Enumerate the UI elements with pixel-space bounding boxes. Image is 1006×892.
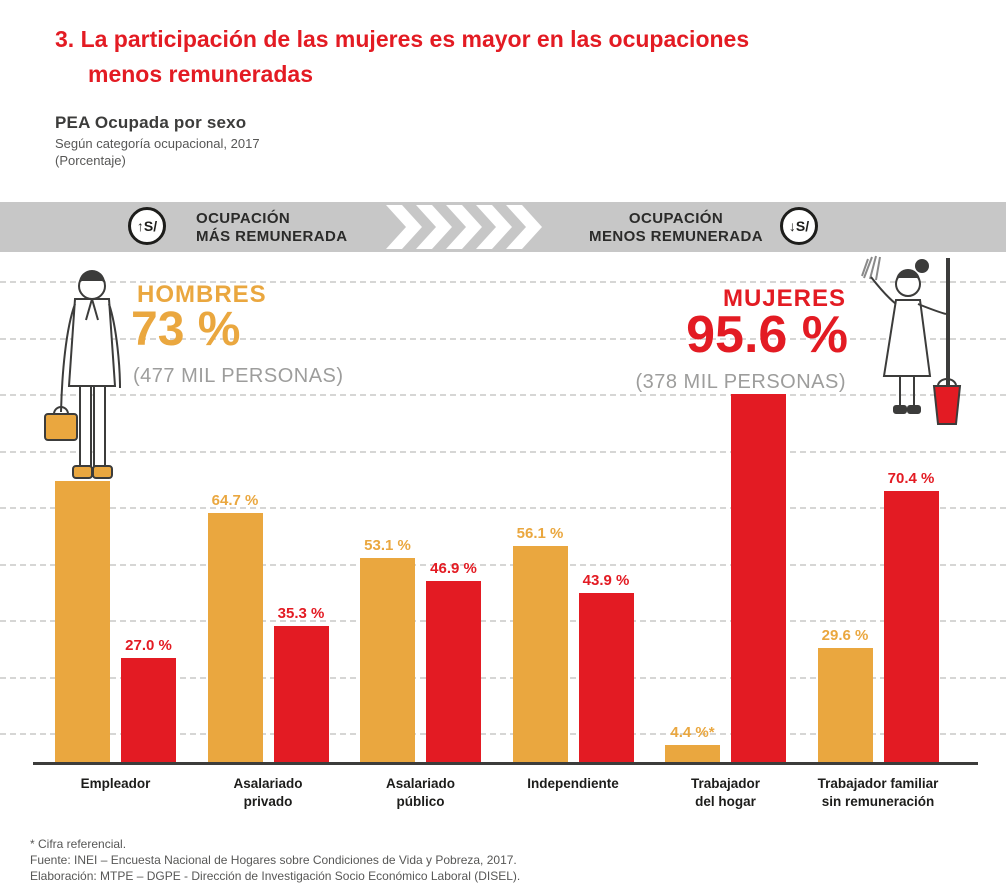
bar-hombres xyxy=(55,480,110,762)
bar-column-hombres: 29.6 % xyxy=(817,627,873,762)
chevron-right-arrows-icon xyxy=(386,205,542,249)
bar-value-label: 27.0 % xyxy=(125,637,172,655)
category-label: Asalariado público xyxy=(385,776,456,809)
housekeeper-illustration-icon xyxy=(861,255,962,425)
subtitle-heading: PEA Ocupada por sexo xyxy=(55,113,247,132)
gridline xyxy=(0,450,1006,453)
men-highlight-value: 73 % xyxy=(131,303,241,356)
plot-area: 27.0 % 64.7 % 35.3 % 53.1 % 46.9 % 56.1 % 43.9… xyxy=(0,255,1006,765)
businessman-illustration-icon xyxy=(44,270,121,479)
bar-column-mujeres: 27.0 % xyxy=(121,637,176,762)
bar-value-label: 29.6 % xyxy=(821,627,869,645)
bar-mujeres xyxy=(273,626,329,762)
currency-down-icon: ↓S/ xyxy=(780,207,818,245)
category-label: Trabajador familiar sin remuneración xyxy=(817,776,939,809)
page-title: 3. La participación de las mujeres es ma… xyxy=(55,22,749,91)
footnote-referential: * Cifra referencial. xyxy=(30,837,127,851)
bar-column-mujeres xyxy=(731,390,786,762)
bar-column-mujeres: 46.9 % xyxy=(426,560,481,762)
remuneration-banner: ↑S/ OCUPACIÓN MÁS REMUNERADA OCUPACIÓN M… xyxy=(0,202,1006,252)
currency-up-icon: ↑S/ xyxy=(128,207,166,245)
x-axis-baseline xyxy=(33,762,978,765)
chart-subtitle: PEA Ocupada por sexo Según categoría ocu… xyxy=(55,113,260,170)
bar-value-label: 56.1 % xyxy=(516,525,564,543)
bar-hombres xyxy=(207,512,263,762)
category-label: Trabajador del hogar xyxy=(690,776,761,809)
gridline xyxy=(0,281,1006,283)
bar-value-label: 4.4 %* xyxy=(670,724,715,742)
banner-label-left: OCUPACIÓN MÁS REMUNERADA xyxy=(196,210,347,246)
bar-column-mujeres: 43.9 % xyxy=(578,572,634,762)
bar-group: 56.1 % 43.9 % xyxy=(512,525,634,762)
category-label: Asalariado privado xyxy=(233,776,303,809)
bar-group: 27.0 % xyxy=(55,477,176,762)
gridline xyxy=(0,394,1006,396)
banner-label-left-line1: OCUPACIÓN xyxy=(196,210,291,227)
bar-hombres xyxy=(665,745,720,762)
bar-value-label: 35.3 % xyxy=(277,605,325,623)
gridline xyxy=(0,676,1006,679)
category-labels-row: Empleador Asalariado privado Asalariado pú… xyxy=(0,775,1006,830)
bar-mujeres xyxy=(883,490,939,762)
subtitle-line3: (Porcentaje) xyxy=(55,152,126,168)
men-highlight-note: (477 MIL PERSONAS) xyxy=(133,365,344,387)
footnotes: * Cifra referencial. Fuente: INEI – Encu… xyxy=(30,836,520,885)
category-label: Empleador xyxy=(80,776,151,791)
bar-column-hombres: 4.4 %* xyxy=(665,724,720,762)
bar-group: 29.6 % 70.4 % xyxy=(817,469,939,762)
women-highlight-value: 95.6 % xyxy=(686,306,848,364)
bar-hombres xyxy=(512,546,568,762)
bar-group: 64.7 % 35.3 % xyxy=(207,491,329,762)
bar-column-mujeres: 35.3 % xyxy=(273,605,329,762)
banner-label-right-line1: OCUPACIÓN xyxy=(628,210,724,227)
bar-mujeres xyxy=(731,393,786,762)
bar-column-hombres: 56.1 % xyxy=(512,525,568,762)
bar-value-label: 64.7 % xyxy=(211,491,259,509)
gridline xyxy=(0,337,1006,340)
page-title-line2: menos remuneradas xyxy=(88,60,313,87)
bar-hombres xyxy=(360,557,415,762)
bar-group: 4.4 %* xyxy=(665,390,786,762)
gridline xyxy=(0,620,1006,622)
gridline xyxy=(0,507,1006,509)
bar-mujeres xyxy=(426,581,481,762)
bar-mujeres xyxy=(121,658,176,762)
banner-label-right: OCUPACIÓN MENOS REMUNERADA xyxy=(578,210,774,246)
women-highlight-label: MUJERES xyxy=(722,285,846,312)
footnote-elaboration: Elaboración: MTPE – DGPE - Dirección de … xyxy=(30,869,521,884)
bar-value-label: 70.4 % xyxy=(887,469,935,487)
banner-label-right-line2: MENOS REMUNERADA xyxy=(589,228,763,245)
bar-column-hombres: 64.7 % xyxy=(207,491,263,762)
bar-column-hombres: 53.1 % xyxy=(360,537,415,762)
footnote-source: Fuente: INEI – Encuesta Nacional de Hoga… xyxy=(30,853,517,868)
gridline xyxy=(0,733,1006,735)
women-highlight-note: (378 MIL PERSONAS) xyxy=(635,371,846,393)
bar-column-mujeres: 70.4 % xyxy=(883,469,939,762)
men-highlight-label: HOMBRES xyxy=(137,281,267,308)
bar-value-label: 43.9 % xyxy=(582,572,630,589)
bar-hombres xyxy=(817,648,873,762)
bar-group: 53.1 % 46.9 % xyxy=(360,537,481,762)
page-title-line1: 3. La participación de las mujeres es ma… xyxy=(55,26,750,52)
bar-column-hombres xyxy=(55,477,110,762)
subtitle-line2: Según categoría ocupacional, 2017 xyxy=(55,136,260,151)
bar-mujeres xyxy=(578,593,634,762)
bar-value-label: 53.1 % xyxy=(364,536,411,554)
category-label: Independiente xyxy=(527,776,619,791)
banner-label-left-line2: MÁS REMUNERADA xyxy=(196,228,348,245)
bar-value-label: 46.9 % xyxy=(430,560,477,578)
gridline xyxy=(0,563,1006,566)
